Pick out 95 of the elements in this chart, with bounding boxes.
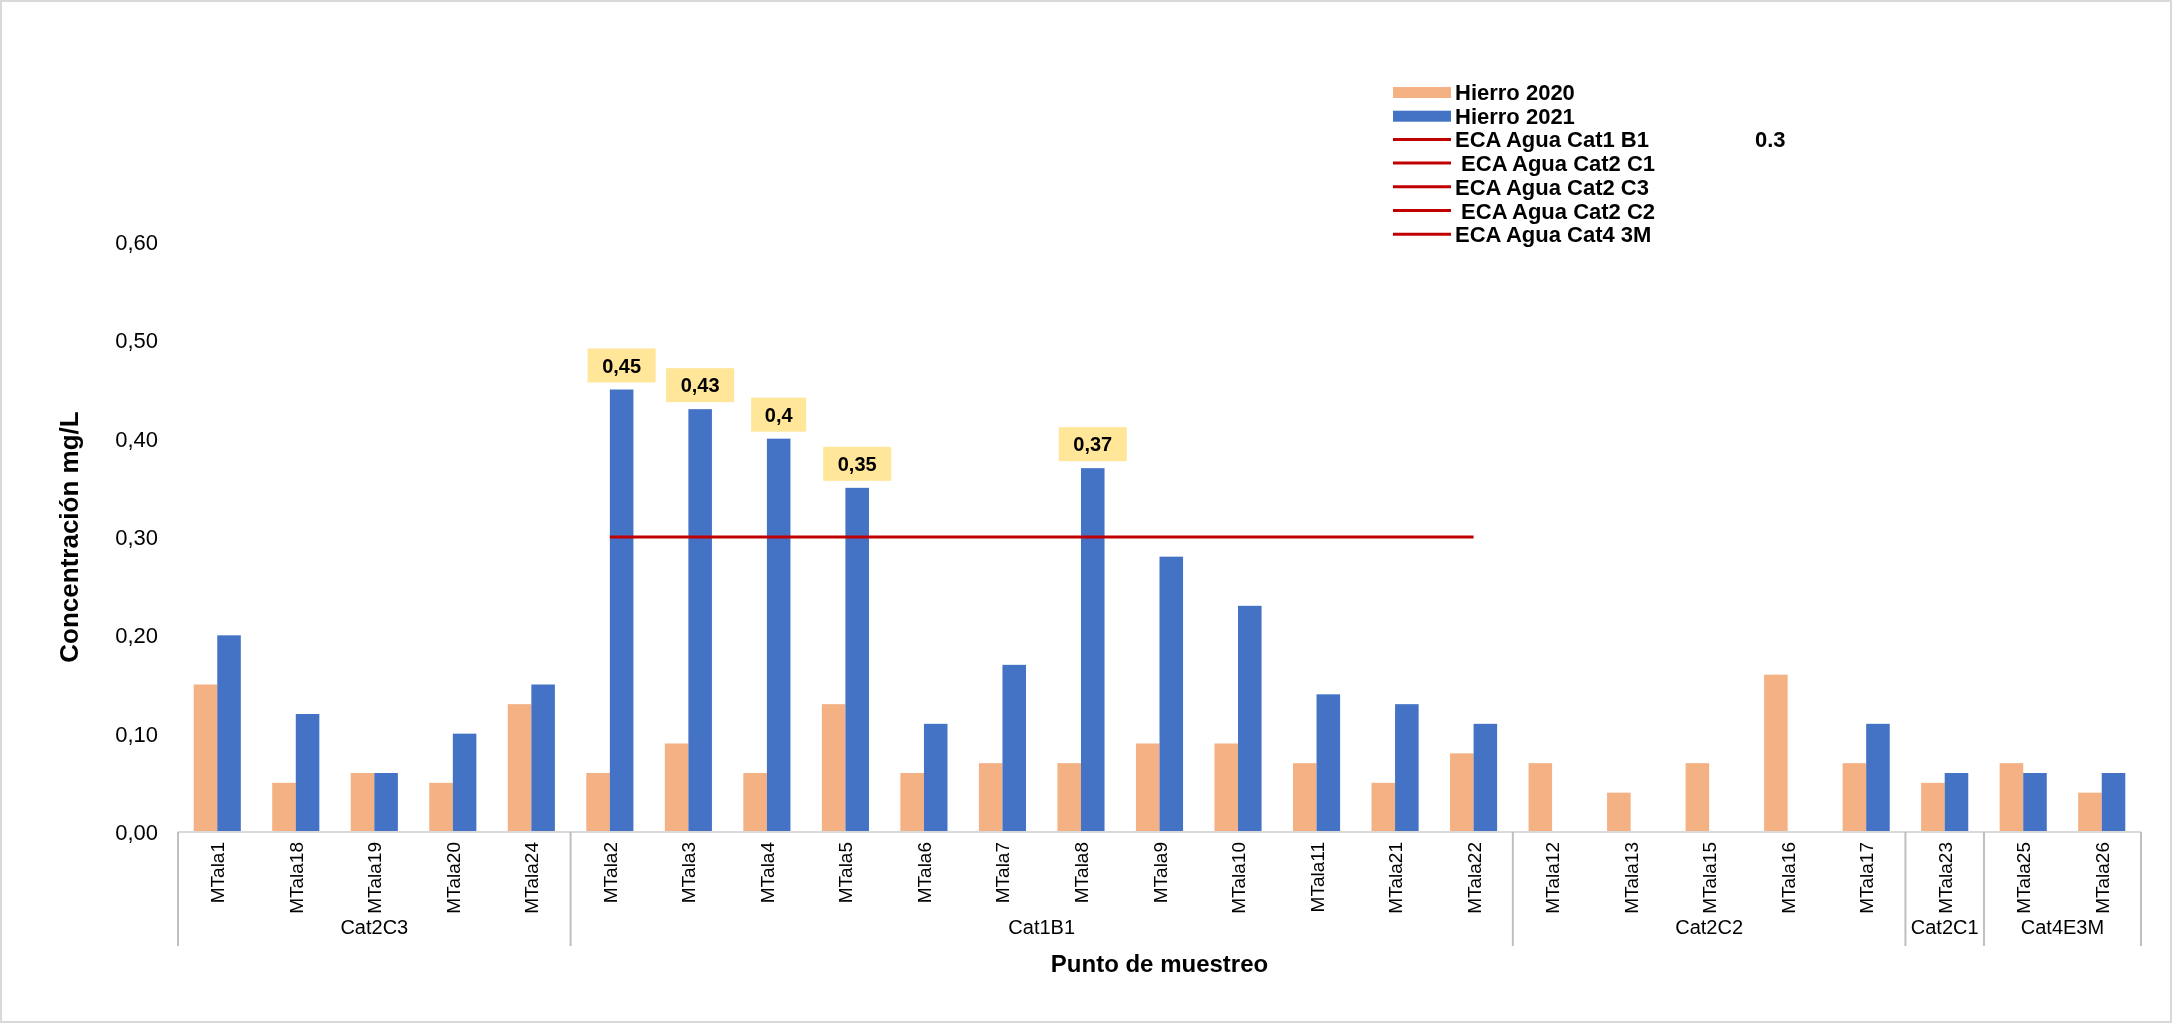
text: Cat2C1 xyxy=(1910,916,1979,938)
x-tick-label: MTala25 xyxy=(2013,842,2035,914)
bar xyxy=(272,782,296,832)
x-tick-label: MTala3 xyxy=(678,842,700,904)
bar xyxy=(1238,605,1262,832)
data-label: 0,45 xyxy=(602,354,642,377)
x-tick-label: MTala23 xyxy=(1934,842,1956,914)
bar xyxy=(1080,468,1105,832)
x-tick-label: MTala19 xyxy=(364,842,386,914)
data-label: 0,43 xyxy=(680,374,720,397)
bar xyxy=(900,773,924,832)
legend-label: ECA Agua Cat1 B1 xyxy=(1455,127,1649,153)
legend-label: Hierro 2020 xyxy=(1455,80,1575,105)
bar xyxy=(374,773,398,832)
bar xyxy=(821,704,846,832)
bar xyxy=(978,763,1003,832)
bar xyxy=(1395,704,1419,832)
bar xyxy=(923,723,948,832)
bar xyxy=(1292,763,1317,832)
y-tick-label: 0,60 xyxy=(115,230,158,255)
x-tick-label: MTala6 xyxy=(913,842,935,904)
legend-label: Hierro 2021 xyxy=(1455,103,1575,129)
data-label: 0,4 xyxy=(764,403,794,426)
y-tick-label: 0,30 xyxy=(115,525,158,550)
bar xyxy=(1159,556,1184,832)
bar xyxy=(217,635,241,832)
bar xyxy=(452,733,477,832)
y-tick-label: 0,00 xyxy=(115,820,158,845)
text: 0.3 xyxy=(1755,127,1786,153)
bar xyxy=(1921,782,1945,832)
y-tick-label: 0,20 xyxy=(115,623,158,649)
data-label: 0,35 xyxy=(837,452,877,475)
bar xyxy=(295,714,320,832)
x-tick-label: MTala17 xyxy=(1856,842,1878,914)
bar xyxy=(1607,792,1631,832)
bar xyxy=(766,438,791,832)
bar xyxy=(2101,773,2126,832)
x-tick-label: MTala12 xyxy=(1542,842,1564,914)
x-tick-label: MTala21 xyxy=(1385,842,1407,914)
bar xyxy=(845,487,869,832)
text: Cat1B1 xyxy=(1008,916,1076,938)
bar xyxy=(429,782,453,832)
y-tick-label: 0,50 xyxy=(115,328,158,354)
bar xyxy=(2023,773,2047,832)
text: Cat2C3 xyxy=(340,916,409,938)
x-tick-label: MTala2 xyxy=(599,842,621,904)
x-tick-label: MTala24 xyxy=(521,841,543,914)
x-tick-label: MTala16 xyxy=(1777,842,1799,914)
x-tick-label: MTala10 xyxy=(1228,842,1250,914)
bar xyxy=(1944,773,1969,832)
bar xyxy=(743,773,767,832)
text: Cat4E3M xyxy=(2020,916,2105,938)
x-tick-label: MTala8 xyxy=(1070,842,1092,904)
bar xyxy=(1316,694,1341,832)
bar xyxy=(350,773,375,832)
bar xyxy=(1842,763,1867,832)
bar xyxy=(1371,782,1396,832)
bar xyxy=(1473,723,1498,832)
x-tick-label: MTala20 xyxy=(442,842,464,914)
bar xyxy=(664,743,689,832)
bar xyxy=(688,409,712,832)
x-tick-label: MTala18 xyxy=(285,842,307,914)
bar xyxy=(1685,763,1710,832)
x-tick-label: MTala5 xyxy=(835,842,857,904)
text: Cat2C2 xyxy=(1675,916,1744,938)
data-label: 0,37 xyxy=(1073,433,1113,456)
bar xyxy=(531,684,555,832)
bar xyxy=(1214,743,1239,832)
x-tick-label: MTala22 xyxy=(1463,842,1485,914)
x-tick-label: MTala4 xyxy=(756,841,778,904)
bar xyxy=(1135,743,1160,832)
bar xyxy=(1057,763,1081,832)
bar xyxy=(1999,763,2024,832)
bar xyxy=(507,704,532,832)
bar xyxy=(586,773,610,832)
x-tick-label: MTala15 xyxy=(1699,842,1721,914)
x-axis-title: Punto de muestreo xyxy=(1050,950,1269,977)
x-tick-label: MTala7 xyxy=(992,842,1014,904)
bar xyxy=(1764,674,1788,832)
bar xyxy=(1002,664,1027,832)
bar xyxy=(193,684,218,832)
bar xyxy=(2078,792,2102,832)
bar xyxy=(1450,753,1474,832)
x-tick-label: MTala9 xyxy=(1149,842,1171,904)
legend-label: ECA Agua Cat2 C1 xyxy=(1455,151,1656,177)
x-tick-label: MTala1 xyxy=(207,842,229,904)
x-tick-label: MTala13 xyxy=(1620,842,1642,914)
bar xyxy=(1528,763,1553,832)
y-tick-label: 0,10 xyxy=(115,721,158,747)
x-tick-label: MTala26 xyxy=(2091,842,2113,914)
y-axis-title: Concentración mg/L xyxy=(54,411,84,663)
x-tick-label: MTala11 xyxy=(1306,842,1328,913)
y-tick-label: 0,40 xyxy=(115,426,158,452)
bar xyxy=(1866,723,1890,832)
bar xyxy=(609,389,634,832)
